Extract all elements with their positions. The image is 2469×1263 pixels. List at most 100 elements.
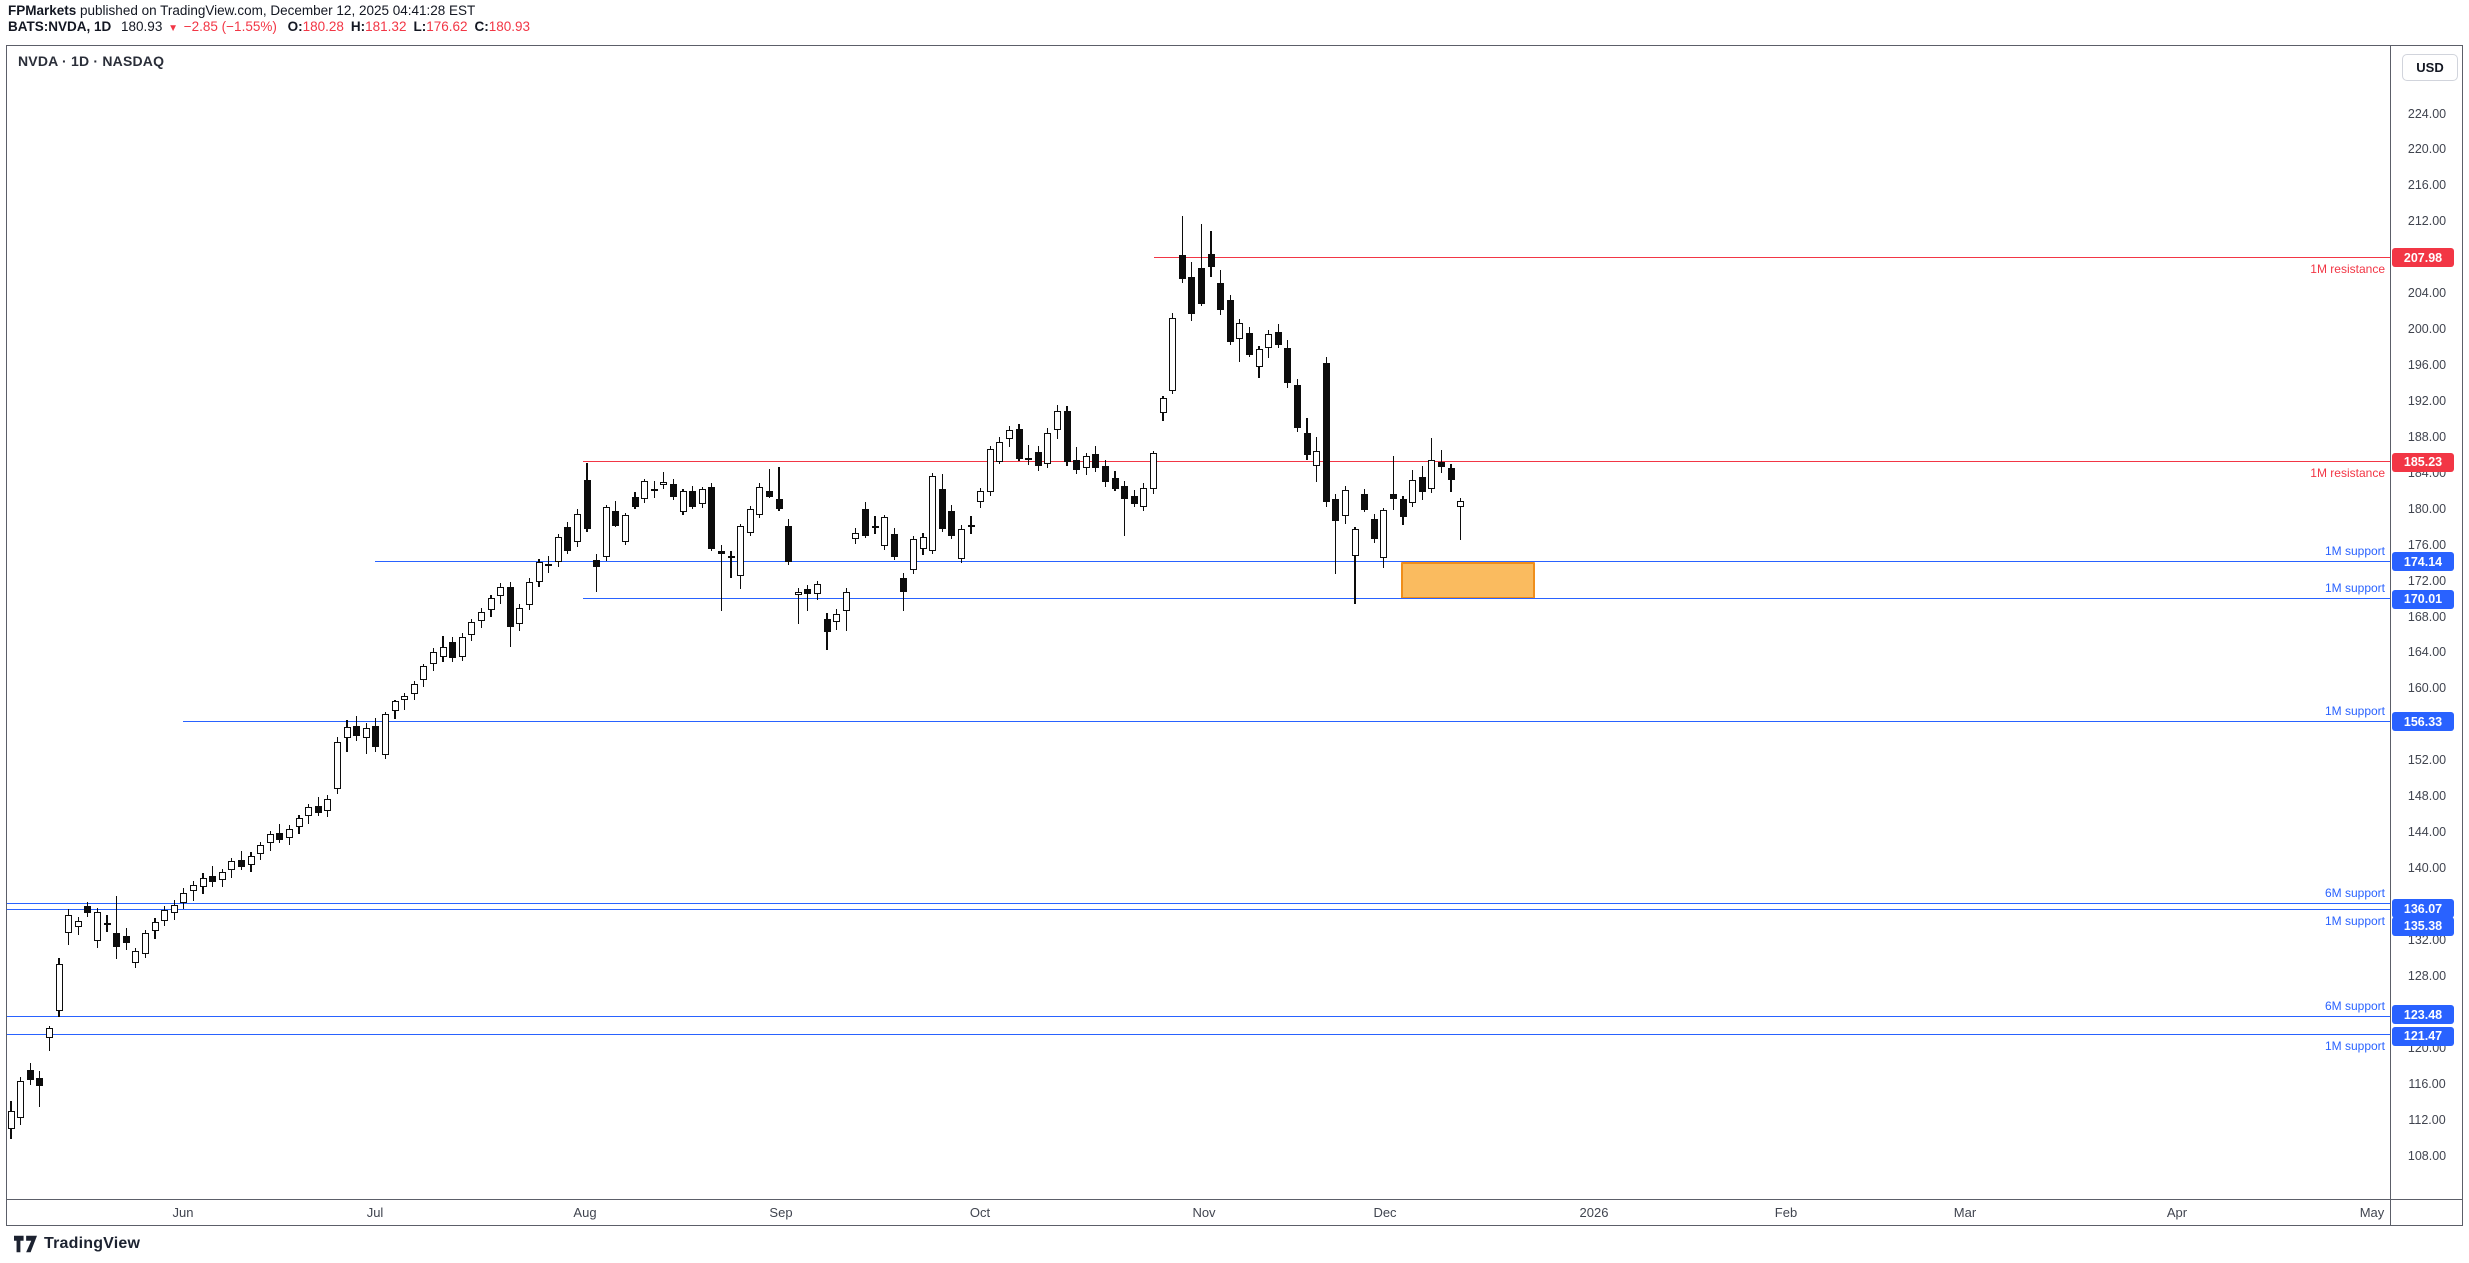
candle-down — [823, 618, 831, 633]
candle-wick — [39, 1070, 41, 1107]
support-line[interactable] — [183, 721, 2390, 723]
tradingview-logo[interactable]: TradingView — [14, 1235, 140, 1253]
price-tick-label: 200.00 — [2407, 322, 2447, 337]
candle-down — [1361, 493, 1369, 511]
candle-down — [506, 587, 514, 627]
attribution-line: FPMarkets published on TradingView.com, … — [8, 3, 475, 18]
symbol-status-line: BATS:NVDA, 1D 180.93 ▼ −2.85 (−1.55%) O:… — [8, 19, 530, 34]
time-axis-label[interactable]: Dec — [1373, 1205, 1397, 1220]
time-axis-label[interactable]: Oct — [969, 1205, 991, 1220]
candle-up — [1265, 334, 1273, 348]
candle-up — [977, 491, 985, 503]
time-axis-label[interactable]: Mar — [1953, 1205, 1977, 1220]
ohlc-readout: O:180.28 H:181.32 L:176.62 C:180.93 — [281, 19, 530, 34]
candle-down — [84, 906, 92, 914]
candle-down — [564, 527, 572, 552]
candle-up — [468, 622, 476, 635]
candle-wick — [365, 723, 367, 754]
highlight-zone-rectangle[interactable] — [1401, 561, 1535, 599]
time-axis-label[interactable]: Feb — [1774, 1205, 1798, 1220]
price-tick-label: 216.00 — [2407, 178, 2447, 193]
candle-up — [74, 920, 82, 927]
candle-up — [362, 728, 370, 739]
time-axis-label[interactable]: Jun — [172, 1205, 194, 1220]
price-tick-label: 140.00 — [2407, 861, 2447, 876]
price-level-badge: 174.14 — [2392, 552, 2454, 572]
candle-up — [439, 646, 447, 658]
candle-down — [1207, 254, 1215, 267]
candle-wick — [1027, 444, 1030, 466]
candle-down — [1447, 467, 1455, 480]
candle-wick — [1335, 493, 1337, 574]
price-tick-label: 204.00 — [2407, 286, 2447, 301]
time-axis-label[interactable]: Nov — [1192, 1205, 1216, 1220]
support-line[interactable] — [7, 1034, 2390, 1036]
time-axis-label[interactable]: May — [2359, 1205, 2385, 1220]
candle-up — [420, 665, 428, 680]
candle-down — [612, 511, 620, 527]
time-axis-label[interactable]: 2026 — [1579, 1205, 1609, 1220]
candle-down — [1121, 485, 1129, 500]
currency-toggle-button[interactable]: USD — [2402, 54, 2458, 81]
time-axis-label[interactable]: Apr — [2166, 1205, 2188, 1220]
time-axis-label[interactable]: Aug — [573, 1205, 597, 1220]
candle-up — [1341, 490, 1349, 517]
support-line[interactable] — [583, 598, 2390, 600]
candle-up — [554, 537, 562, 563]
candle-up — [1236, 323, 1244, 340]
candle-up — [852, 532, 860, 539]
candle-up — [132, 951, 140, 963]
time-axis-label[interactable]: Jul — [366, 1205, 384, 1220]
candle-up — [333, 741, 341, 789]
candle-up — [535, 562, 543, 582]
ohlc-field-value: 176.62 — [426, 19, 468, 34]
candle-down — [900, 578, 908, 592]
candle-down — [36, 1077, 44, 1086]
support-line[interactable] — [7, 1016, 2390, 1018]
candle-down — [861, 509, 869, 537]
candle-up — [660, 482, 668, 485]
candle-up — [247, 856, 255, 865]
resistance-line[interactable] — [1154, 257, 2390, 259]
candle-down — [765, 491, 773, 497]
candle-down — [122, 935, 130, 944]
candle-up — [1053, 411, 1061, 431]
candle-down — [1101, 466, 1109, 483]
candle-down — [209, 875, 217, 883]
candle-wick — [807, 584, 809, 611]
candle-up — [1255, 349, 1263, 368]
candle-up — [909, 538, 917, 571]
candle-down — [785, 526, 793, 563]
candle-up — [55, 963, 63, 1012]
chart-symbol-title: NVDA · 1D · NASDAQ — [18, 53, 165, 69]
candle-up — [919, 537, 927, 549]
candle-wick — [903, 573, 905, 611]
candle-wick — [1123, 480, 1126, 537]
time-axis-divider — [6, 1199, 2463, 1200]
candle-up — [401, 696, 409, 700]
candle-up — [199, 877, 207, 887]
price-level-badge: 170.01 — [2392, 589, 2454, 609]
candle-down — [727, 555, 735, 558]
price-level-badge: 207.98 — [2392, 248, 2454, 268]
resistance-line[interactable] — [583, 461, 2390, 463]
candle-up — [516, 608, 524, 625]
down-triangle-icon: ▼ — [168, 23, 178, 34]
candle-up — [266, 834, 274, 844]
candle-up — [641, 481, 649, 500]
last-price: 180.93 — [121, 19, 163, 34]
candle-up — [1025, 458, 1033, 461]
price-level-badge: 135.38 — [2392, 916, 2454, 936]
time-axis-label[interactable]: Sep — [769, 1205, 793, 1220]
support-line[interactable] — [375, 561, 2390, 563]
ohlc-field-value: 180.93 — [488, 19, 531, 34]
support-line[interactable] — [7, 909, 2390, 911]
support-line[interactable] — [7, 903, 2390, 905]
candle-down — [1370, 519, 1378, 539]
price-tick-label: 132.00 — [2407, 932, 2447, 947]
candle-up — [458, 636, 466, 657]
ohlc-field-value: 181.32 — [365, 19, 407, 34]
candle-down — [804, 589, 812, 594]
candle-down — [1332, 499, 1340, 521]
candle-wick — [1181, 216, 1183, 283]
